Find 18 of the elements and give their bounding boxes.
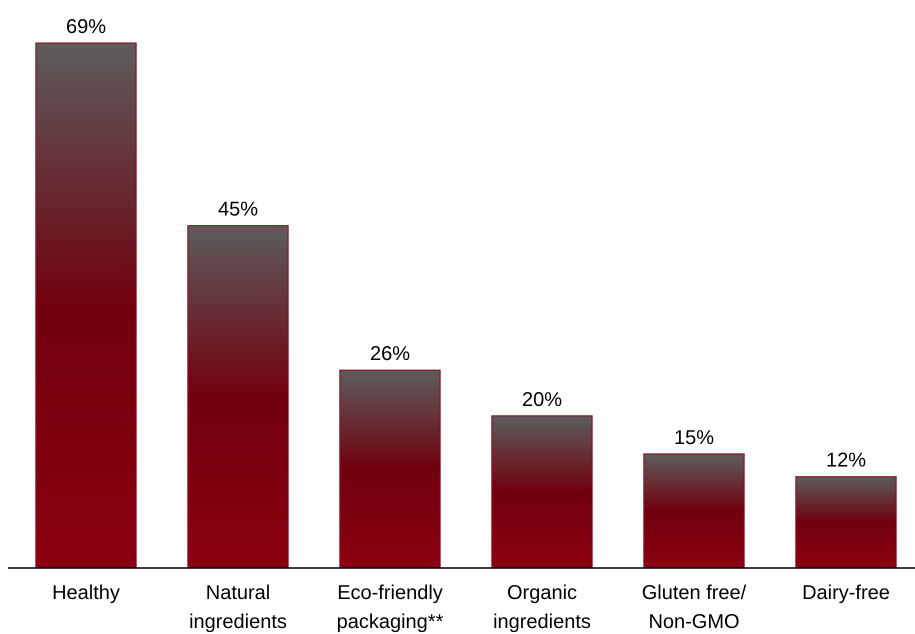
bar <box>795 476 897 568</box>
bar <box>35 42 137 568</box>
data-label: 20% <box>522 388 562 411</box>
x-tick-label: Natural ingredients <box>189 582 287 633</box>
bar <box>643 453 745 568</box>
data-label: 12% <box>826 450 866 472</box>
x-tick-label: Eco-friendly packaging** <box>336 582 444 633</box>
x-tick-label: Healthy <box>52 582 120 604</box>
x-tick-label: Gluten free/ Non-GMO <box>642 582 747 633</box>
data-label: 45% <box>218 198 258 221</box>
data-label: 69% <box>66 16 106 38</box>
data-label: 15% <box>674 426 714 449</box>
bar <box>491 415 593 568</box>
x-tick-label: Dairy-free <box>802 582 890 604</box>
bar <box>187 225 289 568</box>
bar <box>339 370 441 568</box>
x-tick-label: Organic ingredients <box>493 582 591 633</box>
data-label: 26% <box>370 343 410 366</box>
